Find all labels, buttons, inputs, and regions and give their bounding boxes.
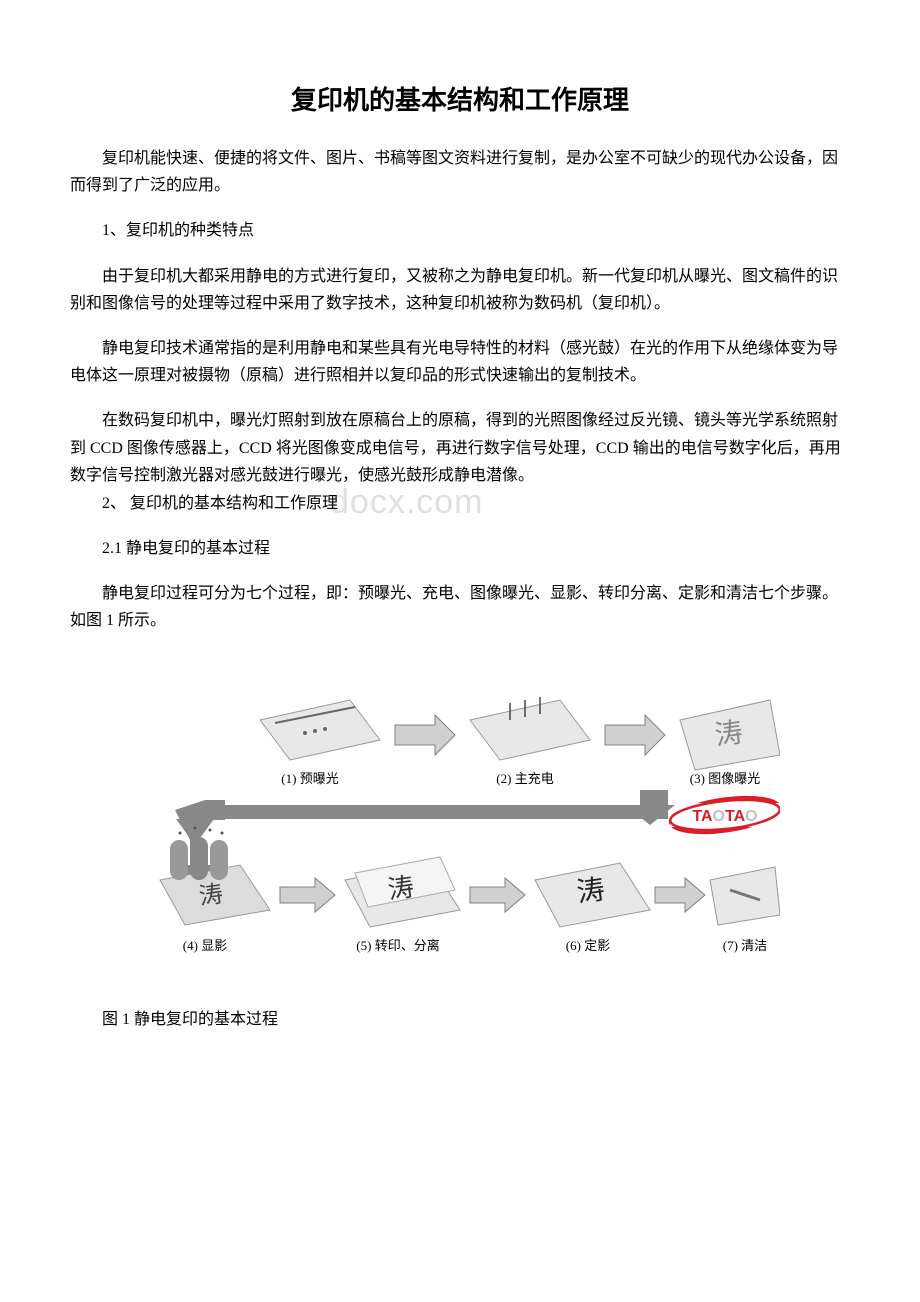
arrow-4-5 [280,878,335,912]
step-5-label: (5) 转印、分离 [356,938,439,953]
step-6-label: (6) 定影 [566,938,610,953]
step-1-label: (1) 预曝光 [281,771,338,786]
step-1: (1) 预曝光 [260,700,380,786]
paragraph-3: 在数码复印机中，曝光灯照射到放在原稿台上的原稿，得到的光照图像经过反光镜、镜头等… [70,407,850,489]
section-2-head: 2、 复印机的基本结构和工作原理 [70,490,850,517]
step-6: 涛 (6) 定影 [535,863,650,953]
taotao-logo: TA OTAO TA TAOTAO [668,791,780,838]
step-4: 涛 (4) 显影 [160,826,270,953]
intro-paragraph: 复印机能快速、便捷的将文件、图片、书稿等图文资料进行复制，是办公室不可缺少的现代… [70,145,850,199]
process-diagram: (1) 预曝光 (2) 主充电 涛 (3) 图像曝光 TA OTAO [70,665,850,975]
svg-text:涛: 涛 [197,880,225,910]
paragraph-4: 静电复印过程可分为七个过程，即：预曝光、充电、图像曝光、显影、转印分离、定影和清… [70,580,850,634]
page-title: 复印机的基本结构和工作原理 [70,80,850,117]
arrow-6-7 [655,878,705,912]
step-2-label: (2) 主充电 [496,771,553,786]
step-3-label: (3) 图像曝光 [690,771,760,786]
flowchart-svg: (1) 预曝光 (2) 主充电 涛 (3) 图像曝光 TA OTAO [140,665,780,975]
svg-text:涛: 涛 [575,873,607,909]
arrow-1-2 [395,715,455,755]
section-1-head: 1、复印机的种类特点 [70,217,850,244]
step-3: 涛 (3) 图像曝光 [680,700,780,786]
step-5: 涛 (5) 转印、分离 [345,857,460,953]
figure-caption: 图 1 静电复印的基本过程 [70,1005,850,1029]
paragraph-1: 由于复印机大都采用静电的方式进行复印，又被称之为静电复印机。新一代复印机从曝光、… [70,263,850,317]
step-2: (2) 主充电 [470,697,590,786]
arrow-up [654,790,668,819]
step-7-label: (7) 清洁 [723,938,767,953]
section-2-1-head: 2.1 静电复印的基本过程 [70,535,850,562]
arrow-bar [200,805,660,819]
svg-text:TAOTAO: TAOTAO [692,808,757,825]
arrow-2-3 [605,715,665,755]
step-4-label: (4) 显影 [183,938,227,953]
svg-text:涛: 涛 [386,872,416,904]
paragraph-2: 静电复印技术通常指的是利用静电和某些具有光电导特性的材料（感光鼓）在光的作用下从… [70,335,850,389]
arrow-5-6 [470,878,525,912]
step-7: (7) 清洁 [710,867,780,953]
svg-text:涛: 涛 [713,716,745,752]
